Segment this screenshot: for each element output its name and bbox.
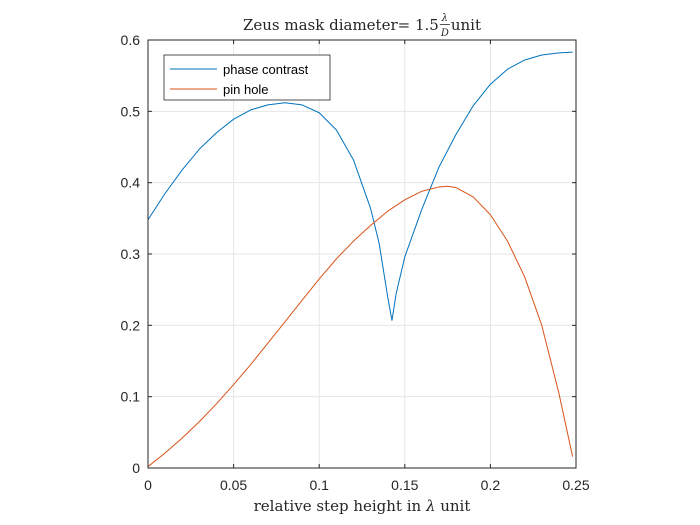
x-axis-label-suffix: unit <box>435 497 470 515</box>
x-tick-label: 0.05 <box>220 477 247 493</box>
chart-title-fraction: λ D <box>439 13 450 39</box>
legend-label-pin-hole: pin hole <box>223 82 269 97</box>
x-tick-label: 0.1 <box>309 477 329 493</box>
chart-title-fraction-denominator: D <box>440 28 449 39</box>
legend-label-phase-contrast: phase contrast <box>223 62 309 77</box>
x-axis-label-prefix: relative step height in <box>254 497 426 515</box>
x-tick-label: 0.25 <box>562 477 589 493</box>
x-tick-label: 0.15 <box>391 477 418 493</box>
chart-title-suffix: unit <box>451 16 481 34</box>
chart-title-prefix: Zeus mask diameter= 1.5 <box>243 16 439 34</box>
y-tick-label: 0 <box>132 460 140 476</box>
legend: phase contrast pin hole <box>163 54 331 101</box>
x-axis-label-symbol: λ <box>425 497 436 515</box>
axes <box>147 39 577 469</box>
x-axis-label: relative step height in λ unit <box>254 497 471 515</box>
y-tick-label: 0.3 <box>121 246 141 262</box>
x-tick-label: 0 <box>144 477 152 493</box>
y-tick-label: 0.5 <box>121 103 141 119</box>
legend-box <box>163 54 331 101</box>
y-tick-label: 0.4 <box>121 175 141 191</box>
series-line-phase-contrast <box>147 51 573 321</box>
x-tick-label: 0.2 <box>481 477 501 493</box>
series-group <box>147 51 574 467</box>
tick-labels: 0 0.05 0.1 0.15 0.2 0.25 0 0.1 0.2 0.3 0.4 0.5 0.6 <box>121 32 590 493</box>
chart-title-fraction-numerator: λ <box>441 13 448 24</box>
series-line-pin-hole <box>147 185 574 467</box>
y-tick-label: 0.1 <box>121 389 141 405</box>
y-tick-label: 0.2 <box>121 317 141 333</box>
chart-title: Zeus mask diameter= 1.5 <box>243 16 439 34</box>
y-tick-label: 0.6 <box>121 32 141 48</box>
